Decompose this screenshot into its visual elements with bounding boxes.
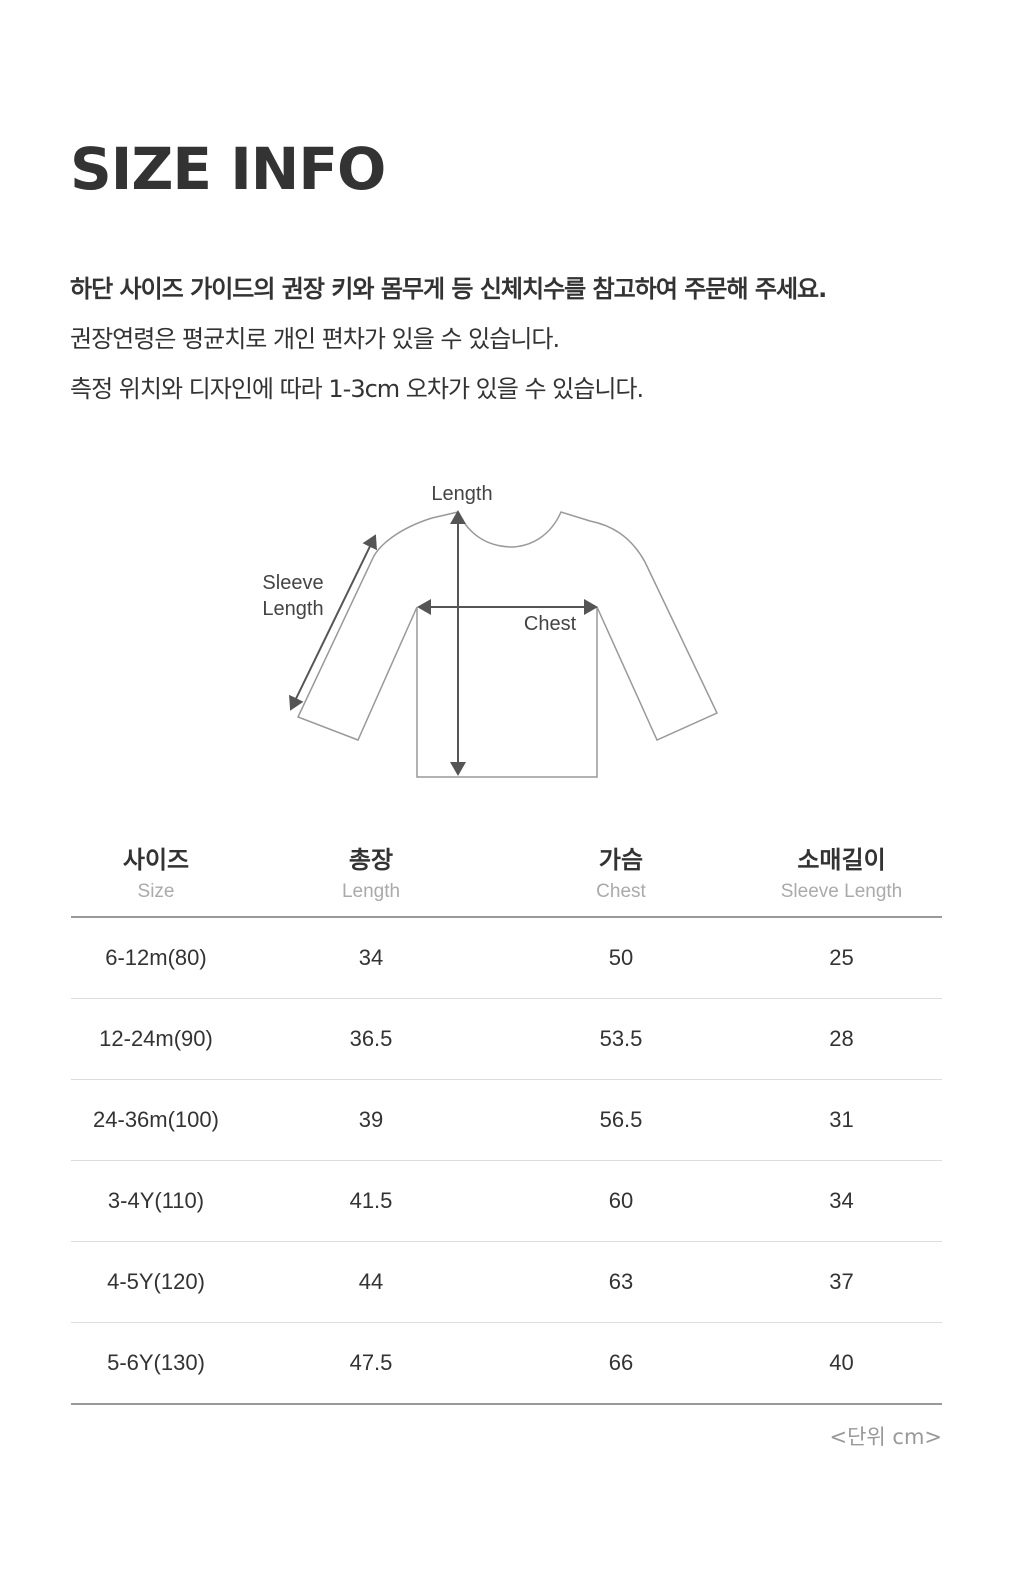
page-title: SIZE INFO (70, 135, 386, 203)
cell-sleeve: 34 (741, 1160, 942, 1242)
table-row: 12-24m(90) 36.5 53.5 28 (71, 998, 942, 1080)
cell-chest: 60 (501, 1160, 741, 1242)
header-sleeve-length: 소매길이 Sleeve Length (741, 826, 942, 918)
unit-label: <단위 cm> (829, 1425, 942, 1449)
length-label: Length (431, 483, 492, 505)
table-row: 3-4Y(110) 41.5 60 34 (71, 1160, 942, 1242)
cell-sleeve: 40 (741, 1322, 942, 1405)
cell-sleeve: 28 (741, 998, 942, 1080)
cell-length: 44 (241, 1241, 501, 1323)
table-row: 5-6Y(130) 47.5 66 40 (71, 1322, 942, 1405)
cell-size: 4-5Y(120) (71, 1241, 241, 1323)
cell-length: 34 (241, 917, 501, 999)
shirt-outline (296, 511, 719, 778)
cell-length: 41.5 (241, 1160, 501, 1242)
cell-sleeve: 37 (741, 1241, 942, 1323)
cell-size: 5-6Y(130) (71, 1322, 241, 1405)
header-size: 사이즈 Size (71, 826, 241, 918)
cell-chest: 53.5 (501, 998, 741, 1080)
sleeve-label: Length (262, 598, 323, 620)
note-line: 하단 사이즈 가이드의 권장 키와 몸무게 등 신체치수를 참고하여 주문해 주… (70, 275, 827, 303)
table-row: 24-36m(100) 39 56.5 31 (71, 1079, 942, 1161)
note-line: 권장연령은 평균치로 개인 편차가 있을 수 있습니다. (70, 325, 560, 353)
table-row: 4-5Y(120) 44 63 37 (71, 1241, 942, 1323)
cell-length: 36.5 (241, 998, 501, 1080)
size-table: 사이즈 Size 총장 Length 가슴 Chest 소매길이 Sleeve Leng… (71, 826, 942, 1405)
sleeve-length-arrow (289, 534, 377, 711)
size-notes: 하단 사이즈 가이드의 권장 키와 몸무게 등 신체치수를 참고하여 주문해 주… (70, 264, 827, 414)
garment-diagram: Length Sleeve Length Chest (262, 483, 719, 778)
cell-sleeve: 31 (741, 1079, 942, 1161)
cell-size: 3-4Y(110) (71, 1160, 241, 1242)
header-length: 총장 Length (241, 826, 501, 918)
cell-chest: 66 (501, 1322, 741, 1405)
cell-chest: 50 (501, 917, 741, 999)
cell-sleeve: 25 (741, 917, 942, 999)
note-line: 측정 위치와 디자인에 따라 1-3cm 오차가 있을 수 있습니다. (70, 375, 644, 403)
sleeve-label: Sleeve (262, 572, 323, 594)
table-row: 6-12m(80) 34 50 25 (71, 917, 942, 999)
header-chest: 가슴 Chest (501, 826, 741, 918)
cell-chest: 56.5 (501, 1079, 741, 1161)
cell-size: 6-12m(80) (71, 917, 241, 999)
cell-length: 47.5 (241, 1322, 501, 1405)
table-header-row: 사이즈 Size 총장 Length 가슴 Chest 소매길이 Sleeve Leng… (71, 826, 942, 918)
cell-size: 24-36m(100) (71, 1079, 241, 1161)
cell-length: 39 (241, 1079, 501, 1161)
cell-chest: 63 (501, 1241, 741, 1323)
cell-size: 12-24m(90) (71, 998, 241, 1080)
chest-label: Chest (524, 613, 577, 635)
